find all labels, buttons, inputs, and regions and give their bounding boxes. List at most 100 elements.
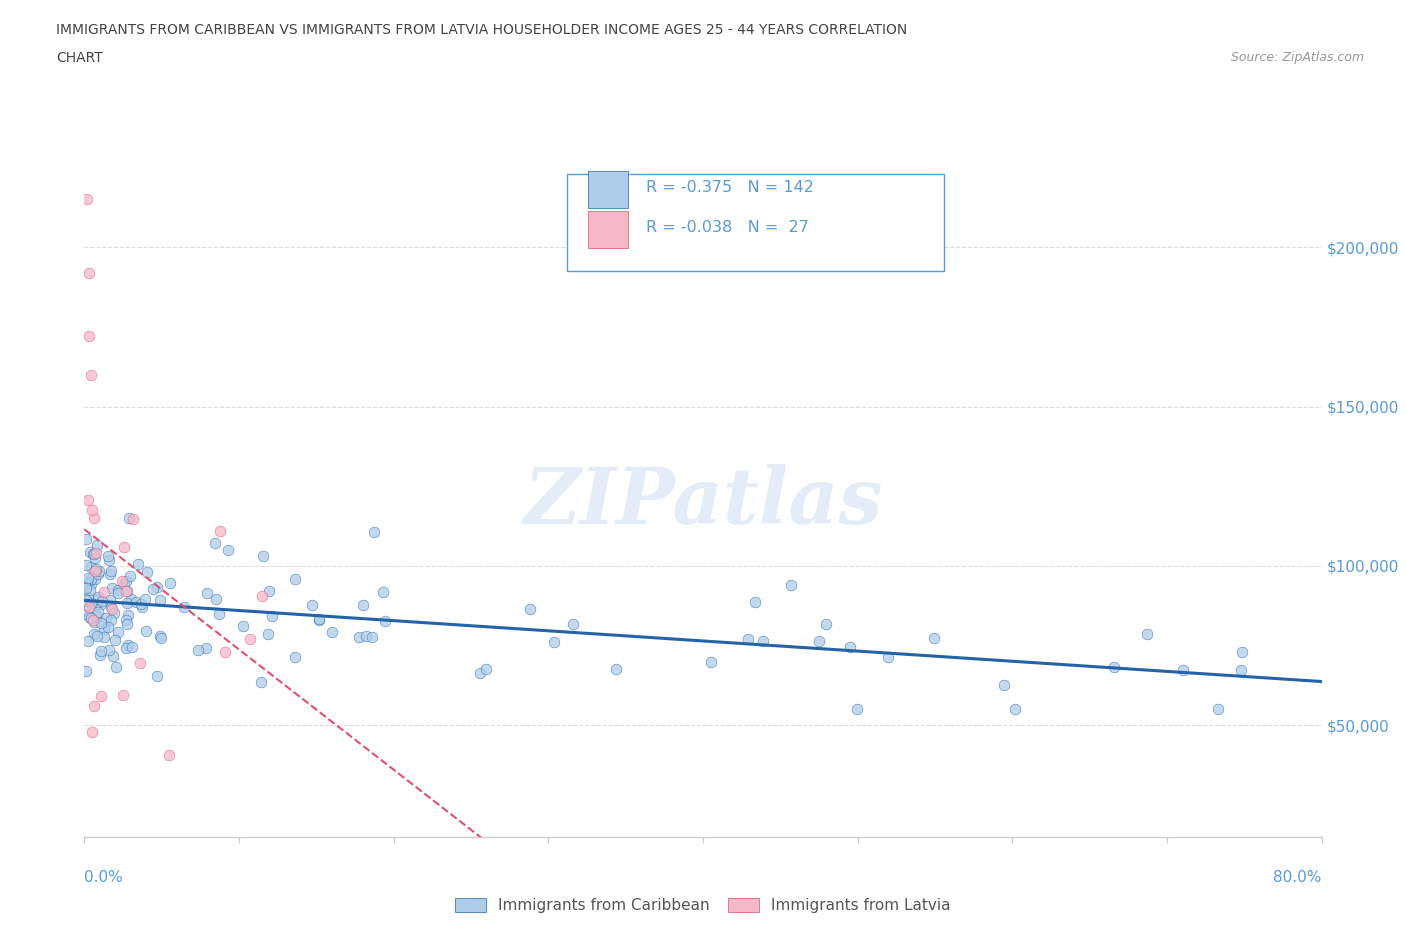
Point (83, 563, 105, 578)
Point (321, 625, 343, 640)
Point (205, 591, 228, 606)
Point (519, 602, 541, 617)
Point (1229, 662, 1251, 677)
Point (90, 688, 112, 703)
Point (90, 644, 112, 658)
Point (80, 595, 103, 610)
Point (89, 563, 111, 578)
Point (75, 664, 97, 679)
Point (77, 329, 100, 344)
Point (924, 631, 946, 645)
Point (80, 572, 103, 587)
Point (86, 628, 108, 643)
Point (129, 596, 152, 611)
Point (117, 608, 139, 623)
Point (84, 607, 107, 622)
Point (79, 544, 101, 559)
Point (87, 591, 110, 606)
Point (117, 617, 139, 631)
Point (121, 591, 143, 606)
Point (543, 635, 565, 650)
Point (80, 560, 103, 575)
Point (284, 649, 307, 664)
Point (90, 616, 112, 631)
Point (808, 633, 831, 648)
Point (75, 606, 97, 621)
Point (76, 192, 98, 206)
Point (474, 662, 496, 677)
Text: ZIPatlas: ZIPatlas (523, 464, 883, 540)
Point (115, 641, 138, 656)
Point (76, 594, 98, 609)
Point (159, 576, 181, 591)
Point (260, 608, 283, 623)
Point (97, 552, 120, 567)
Point (257, 583, 280, 598)
Point (146, 579, 169, 594)
Point (93, 622, 115, 637)
FancyBboxPatch shape (567, 174, 945, 272)
Point (349, 630, 371, 644)
Point (77, 600, 100, 615)
Point (352, 597, 374, 612)
Point (814, 617, 837, 631)
Point (82, 503, 104, 518)
Point (846, 702, 869, 717)
Point (217, 542, 239, 557)
Point (90, 593, 112, 608)
Point (75, 592, 97, 607)
Point (77, 570, 100, 585)
Bar (588, 171, 627, 207)
Bar (588, 211, 627, 247)
Point (354, 629, 377, 644)
Point (121, 639, 143, 654)
Text: IMMIGRANTS FROM CARIBBEAN VS IMMIGRANTS FROM LATVIA HOUSEHOLDER INCOME AGES 25 -: IMMIGRANTS FROM CARIBBEAN VS IMMIGRANTS … (56, 23, 907, 37)
Point (86, 604, 108, 619)
Point (252, 589, 274, 604)
Point (112, 577, 135, 591)
Point (75, 532, 97, 547)
Point (107, 624, 129, 639)
Point (76, 576, 98, 591)
Point (146, 669, 169, 684)
Point (87, 567, 110, 582)
Point (87, 590, 110, 604)
Point (363, 525, 385, 539)
Point (876, 650, 898, 665)
Point (114, 613, 136, 628)
Point (1206, 702, 1229, 717)
Point (77, 265, 100, 280)
Point (100, 580, 122, 595)
Point (100, 564, 122, 578)
Point (117, 638, 139, 653)
Point (107, 583, 129, 598)
Point (129, 655, 152, 670)
Point (737, 632, 759, 647)
Point (204, 536, 226, 551)
Point (111, 687, 134, 702)
Point (83, 614, 105, 629)
Point (112, 539, 135, 554)
Point (86, 609, 108, 624)
Point (83, 698, 105, 713)
Point (82, 724, 104, 739)
Point (561, 617, 583, 631)
Point (75, 598, 97, 613)
Point (77, 609, 100, 624)
Point (115, 583, 138, 598)
Point (98, 566, 121, 581)
Text: Source: ZipAtlas.com: Source: ZipAtlas.com (1230, 51, 1364, 64)
Text: 80.0%: 80.0% (1274, 870, 1322, 884)
Point (98, 643, 121, 658)
Point (83, 511, 105, 525)
Point (79, 582, 101, 597)
Point (374, 613, 396, 628)
Point (208, 524, 231, 538)
Point (80, 577, 103, 591)
Point (82, 612, 104, 627)
Point (149, 629, 172, 644)
Point (97, 549, 120, 564)
Point (1232, 644, 1254, 659)
Point (100, 599, 122, 614)
Point (76, 591, 98, 605)
